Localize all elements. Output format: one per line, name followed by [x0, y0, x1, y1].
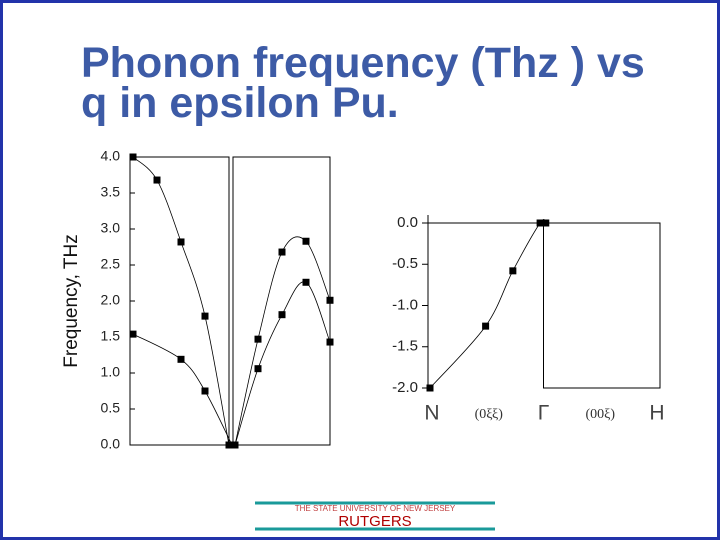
point — [129, 153, 137, 161]
y-tick-label: -1.0 — [392, 296, 418, 313]
x-tick-label: N — [424, 402, 439, 425]
y-tick-label: 2.0 — [101, 292, 121, 308]
point — [302, 278, 310, 286]
x-tick-label: Γ — [538, 402, 550, 425]
y-tick-label: -2.0 — [392, 379, 418, 396]
curve — [234, 236, 331, 446]
point — [177, 355, 185, 363]
y-tick-label: 3.0 — [101, 220, 121, 236]
y-tick-label: 0.5 — [101, 400, 121, 416]
footer-name: RUTGERS — [338, 513, 411, 530]
y-tick-label: 0.0 — [397, 214, 418, 231]
y-tick-label: 1.5 — [101, 328, 121, 344]
point — [231, 441, 239, 449]
point — [153, 176, 161, 184]
point — [278, 311, 286, 319]
curve — [132, 156, 230, 446]
y-tick-label: 2.5 — [101, 256, 121, 272]
point — [326, 338, 334, 346]
point — [482, 322, 490, 330]
y-tick-label: 3.5 — [101, 184, 121, 200]
x-tick-label: H — [649, 402, 664, 425]
point — [302, 237, 310, 245]
point — [278, 248, 286, 256]
panel-frame — [129, 156, 230, 446]
segment-label: (0ξξ) — [475, 407, 504, 422]
slide-title: Phonon frequency (Thz ) vs q in epsilon … — [81, 39, 645, 127]
point — [254, 335, 262, 343]
point — [201, 387, 209, 395]
point — [426, 384, 434, 392]
segment-label: (00ξ) — [585, 407, 615, 422]
point — [177, 238, 185, 246]
y-tick-label: 1.0 — [101, 364, 121, 380]
point — [536, 219, 544, 227]
curve — [132, 333, 233, 446]
panel-frame — [543, 222, 661, 389]
y-tick-label: 4.0 — [101, 148, 121, 164]
curve — [429, 219, 547, 389]
y-tick-label: -1.5 — [392, 338, 418, 355]
point — [129, 330, 137, 338]
y-axis-title: Frequency, THz — [61, 234, 82, 367]
point — [542, 219, 550, 227]
point — [201, 312, 209, 320]
point — [254, 365, 262, 373]
curve — [234, 281, 331, 446]
point — [509, 267, 517, 275]
y-tick-label: 0.0 — [101, 436, 121, 452]
footer-university: THE STATE UNIVERSITY OF NEW JERSEY — [295, 504, 456, 513]
point — [326, 296, 334, 304]
y-tick-label: -0.5 — [392, 255, 418, 272]
